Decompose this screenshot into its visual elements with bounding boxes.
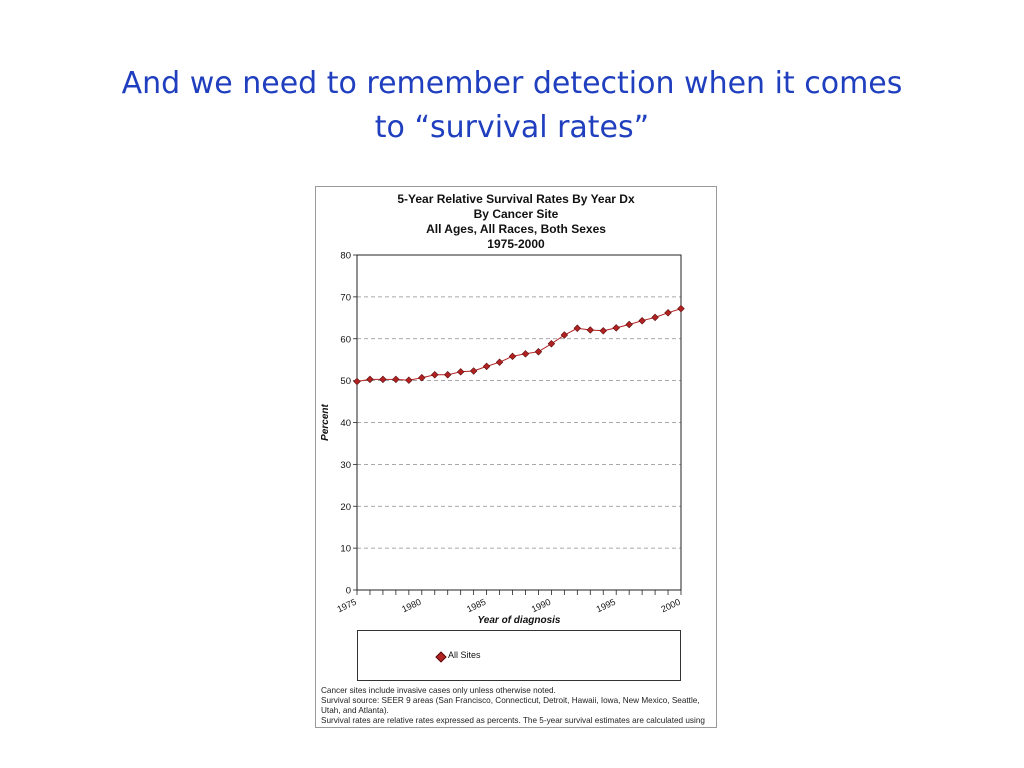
y-tick-label-80: 80 (340, 251, 351, 262)
data-point-2000 (677, 304, 685, 313)
data-point-1983 (456, 368, 465, 376)
data-point-1997 (638, 317, 646, 325)
line-chart: 0 10 20 30 40 50 60 70 80 1975 1980 1985 1990 1995 200… (320, 251, 685, 626)
data-point-1996 (625, 320, 633, 329)
data-point-1992 (573, 324, 582, 333)
slide-title-line-2: to “survival rates” (374, 110, 650, 145)
series-line-0 (356, 308, 682, 382)
y-tick-label-40: 40 (340, 418, 351, 429)
chart-title-line-2: By Cancer Site (473, 207, 559, 221)
y-tick-label-60: 60 (340, 334, 351, 345)
data-point-1988 (521, 350, 530, 358)
data-point-1978 (392, 375, 400, 384)
x-axis-label: Year of diagnosis (478, 615, 561, 626)
data-point-1976 (366, 375, 374, 384)
chart-figure: 5-Year Relative Survival Rates By Year D… (315, 186, 717, 728)
x-tick-label-1990: 1990 (530, 597, 552, 615)
slide-title: And we need to remember detection when i… (62, 62, 962, 150)
data-point-1979 (405, 376, 413, 384)
chart-title: 5-Year Relative Survival Rates By Year D… (316, 192, 716, 252)
y-axis-label: Percent (320, 403, 331, 440)
data-point-1987 (508, 352, 517, 361)
y-tick-label-10: 10 (340, 544, 351, 555)
data-point-1977 (379, 375, 387, 384)
y-tick-label-70: 70 (340, 292, 351, 303)
legend-label-all-sites: All Sites (448, 650, 481, 660)
chart-title-line-3: All Ages, All Races, Both Sexes (426, 222, 606, 236)
data-point-1994 (599, 327, 607, 335)
x-tick-label-1980: 1980 (400, 597, 422, 615)
slide-title-line-1: And we need to remember detection when i… (121, 66, 903, 101)
data-point-1986 (495, 358, 504, 366)
data-point-1975 (353, 377, 361, 386)
data-point-1990 (547, 340, 556, 348)
data-point-1985 (482, 362, 491, 371)
y-tick-label-50: 50 (340, 376, 351, 387)
data-point-1998 (651, 313, 659, 322)
chart-legend: All Sites (357, 630, 681, 681)
chart-title-line-4: 1975-2000 (487, 237, 545, 251)
data-point-1982 (443, 371, 452, 379)
data-point-1999 (664, 309, 672, 317)
chart-title-line-1: 5-Year Relative Survival Rates By Year D… (397, 192, 635, 206)
x-tick-label-1995: 1995 (595, 597, 617, 615)
y-tick-label-20: 20 (340, 502, 351, 513)
data-point-1984 (469, 367, 478, 375)
chart-footnotes: Cancer sites include invasive cases only… (321, 686, 713, 727)
x-tick-label-1975: 1975 (335, 597, 357, 615)
data-point-1989 (534, 348, 543, 356)
x-tick-label-2000: 2000 (659, 597, 681, 615)
data-point-1991 (560, 331, 569, 339)
footnote-1: Cancer sites include invasive cases only… (321, 686, 556, 695)
plot-area-frame (356, 254, 682, 591)
x-tick-label-1985: 1985 (465, 597, 487, 615)
footnote-3: Survival rates are relative rates expres… (321, 716, 705, 727)
data-point-1980 (418, 373, 426, 382)
y-tick-label-0: 0 (346, 586, 351, 597)
data-point-1995 (612, 324, 620, 332)
data-point-1993 (586, 326, 595, 334)
footnote-2: Survival source: SEER 9 areas (San Franc… (321, 696, 700, 715)
legend-marker-all-sites (435, 651, 447, 663)
y-tick-label-30: 30 (340, 460, 351, 471)
data-point-1981 (431, 371, 439, 379)
